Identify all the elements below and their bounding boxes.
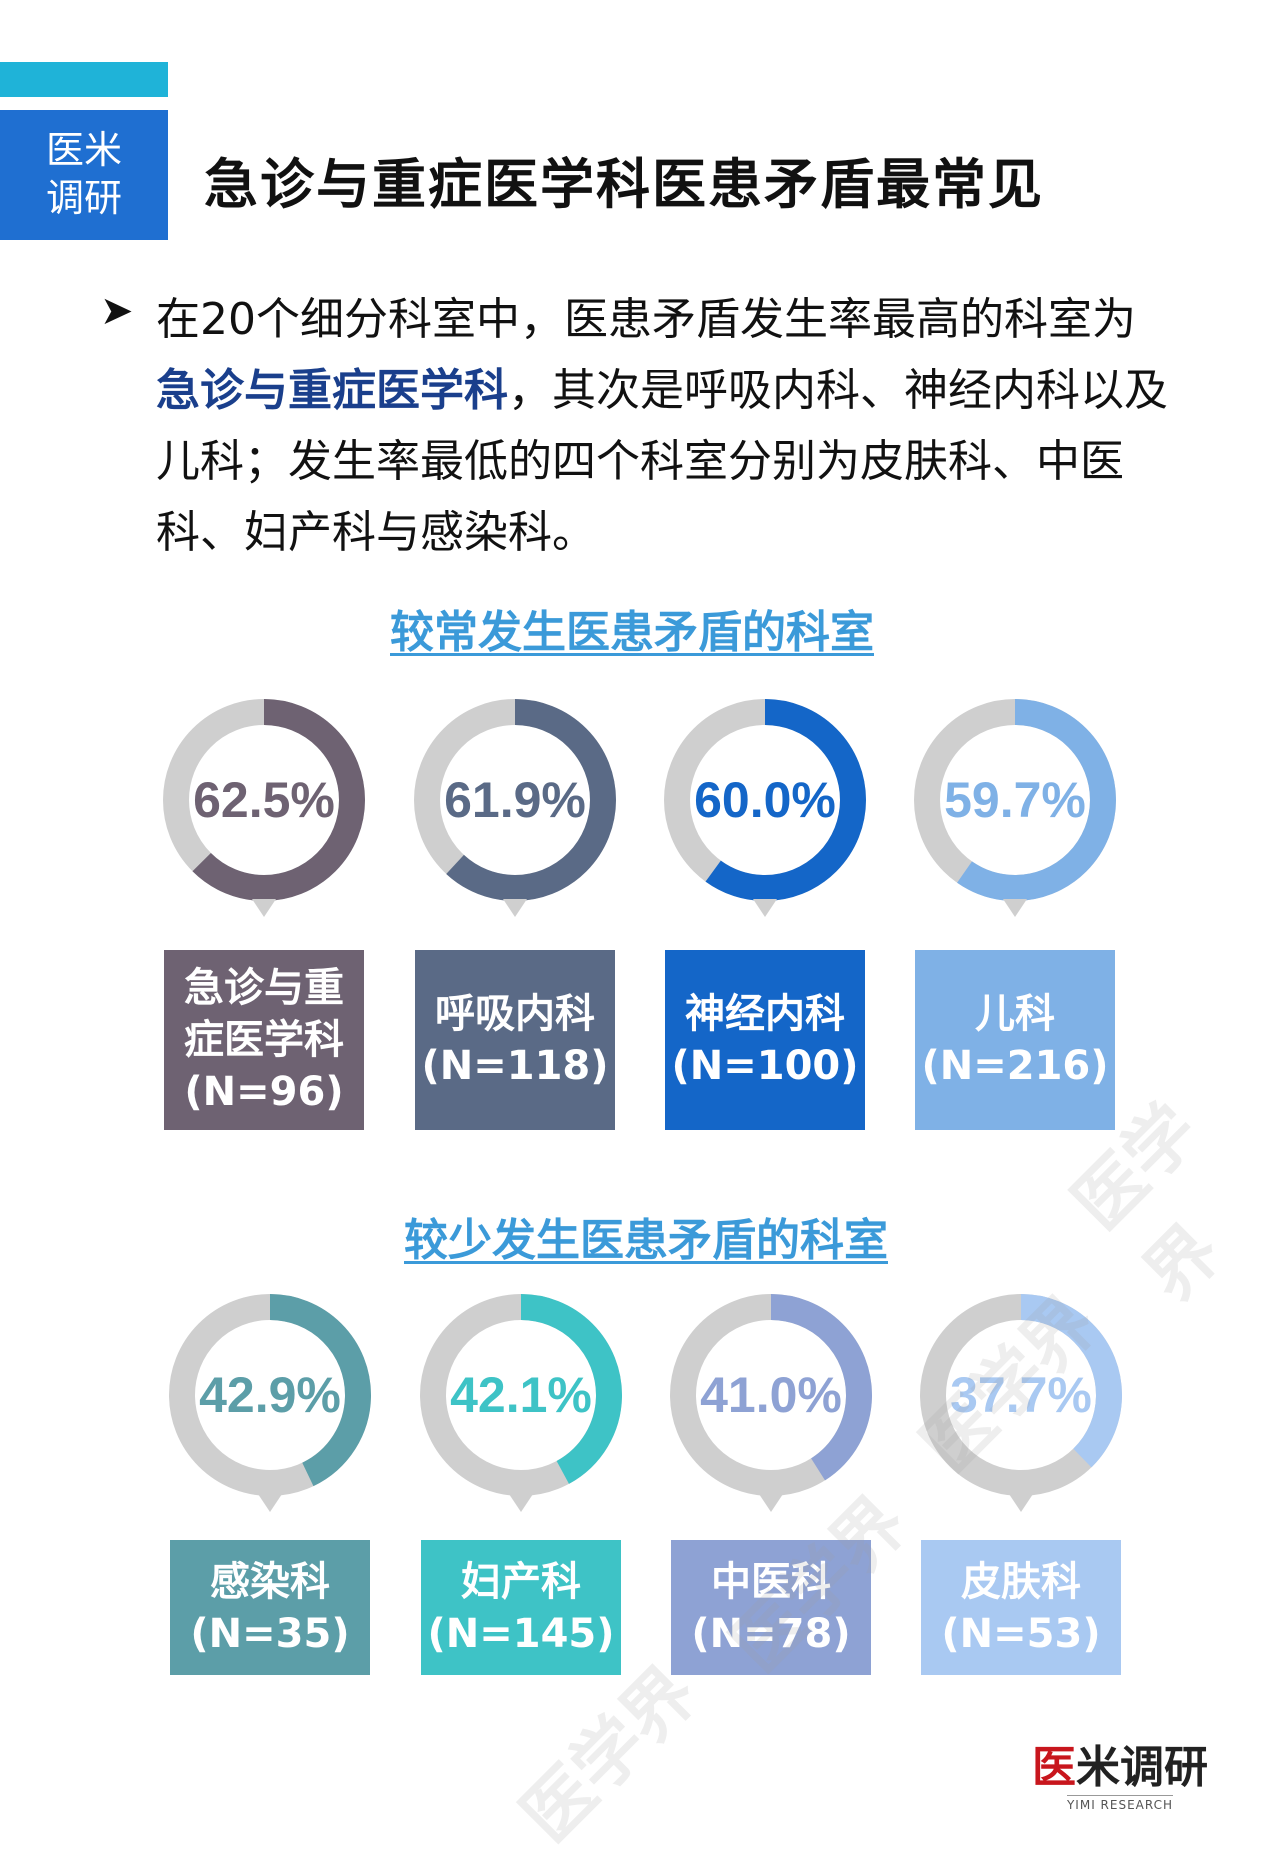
- donut-pointer: [258, 1494, 282, 1512]
- donut-pointer: [252, 899, 276, 917]
- department-name: 妇产科: [461, 1558, 581, 1605]
- section-title-top: 较常发生医患矛盾的科室: [390, 607, 874, 658]
- department-sample-size: (N=100): [671, 1043, 859, 1089]
- summary-highlight: 急诊与重症医学科: [156, 365, 508, 416]
- donut-value-label: 60.0%: [694, 772, 836, 828]
- department-name: 神经内科: [685, 991, 845, 1037]
- donut-arc: [670, 1294, 872, 1496]
- donut-value-label: 62.5%: [193, 772, 335, 828]
- summary-text: 在20个细分科室中，医患矛盾发生率最高的科室为急诊与重症医学科，其次是呼吸内科、…: [156, 284, 1176, 568]
- department-name: 中医科: [711, 1558, 831, 1605]
- donut-pointer: [503, 899, 527, 917]
- footer-logo-text-rest: 米调研: [1076, 1742, 1208, 1793]
- department-name: 呼吸内科: [435, 991, 595, 1037]
- donut-value-label: 41.0%: [700, 1367, 842, 1423]
- department-label-box: 感染科 (N=35): [170, 1540, 370, 1675]
- department-name: 儿科: [975, 991, 1055, 1037]
- department-label-box: 中医科 (N=78): [671, 1540, 871, 1675]
- donut-pointer: [1009, 1494, 1033, 1512]
- donut-pointer: [753, 899, 777, 917]
- department-sample-size: (N=78): [691, 1610, 851, 1657]
- donut-arc: [920, 1294, 1122, 1496]
- department-label-box: 儿科 (N=216): [915, 950, 1115, 1130]
- summary-text-part2: ，其次是呼吸内科、神经内科以及儿科；发生率最低的四个科室分别为皮肤科、中医科、妇…: [156, 365, 1168, 558]
- footer-logo: 医米调研 YIMI RESEARCH: [1025, 1742, 1215, 1813]
- summary-text-part1: 在20个细分科室中，医患矛盾发生率最高的科室为: [156, 294, 1136, 345]
- donut-pointer: [509, 1494, 533, 1512]
- donut-value-label: 59.7%: [944, 772, 1086, 828]
- donut-value-label: 61.9%: [444, 772, 586, 828]
- donut-value-label: 37.7%: [950, 1367, 1092, 1423]
- brand-line-2: 调研: [45, 176, 122, 220]
- department-name: 急诊与重症医学科: [184, 965, 344, 1063]
- donut-arc: [914, 699, 1116, 901]
- department-label-box: 呼吸内科 (N=118): [415, 950, 615, 1130]
- brand-line-1: 医米: [45, 128, 122, 172]
- department-name: 感染科: [210, 1558, 330, 1605]
- donut-pointer: [1003, 899, 1027, 917]
- department-label-box: 神经内科 (N=100): [665, 950, 865, 1130]
- department-label-box: 皮肤科 (N=53): [921, 1540, 1121, 1675]
- department-label-box: 妇产科 (N=145): [421, 1540, 621, 1675]
- donut-arc: [414, 699, 616, 901]
- department-sample-size: (N=96): [184, 1069, 344, 1115]
- donut-arc: [420, 1294, 622, 1496]
- header-accent-stripe: [0, 62, 168, 97]
- footer-logo-text-red: 医: [1032, 1742, 1076, 1793]
- department-label-box: 急诊与重症医学科 (N=96): [164, 950, 364, 1130]
- brand-block: 医米 调研: [0, 110, 168, 240]
- footer-logo-text: 医米调研: [1025, 1742, 1215, 1794]
- department-sample-size: (N=118): [421, 1043, 609, 1089]
- department-sample-size: (N=35): [190, 1610, 350, 1657]
- donut-arc: [169, 1294, 371, 1496]
- donut-value-label: 42.1%: [450, 1367, 592, 1423]
- page-title: 急诊与重症医学科医患矛盾最常见: [204, 153, 1044, 216]
- donut-arc: [163, 699, 365, 901]
- arrow-bullet-icon: ➤: [100, 288, 134, 334]
- donut-value-label: 42.9%: [199, 1367, 341, 1423]
- section-title-bottom: 较少发生医患矛盾的科室: [404, 1215, 888, 1266]
- department-sample-size: (N=145): [427, 1610, 615, 1657]
- department-name: 皮肤科: [961, 1558, 1081, 1605]
- donut-arc: [664, 699, 866, 901]
- footer-logo-subtitle: YIMI RESEARCH: [1066, 1795, 1174, 1812]
- donut-pointer: [759, 1494, 783, 1512]
- department-sample-size: (N=216): [921, 1043, 1109, 1089]
- department-sample-size: (N=53): [941, 1610, 1101, 1657]
